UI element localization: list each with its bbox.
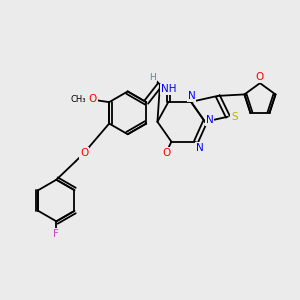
Text: O: O	[80, 148, 88, 158]
Text: H: H	[149, 73, 156, 82]
Text: O: O	[162, 148, 170, 158]
Text: O: O	[256, 72, 264, 82]
Text: N: N	[188, 91, 196, 101]
Text: F: F	[53, 229, 59, 239]
Text: N: N	[206, 115, 213, 125]
Text: N: N	[196, 142, 203, 153]
Text: CH₃: CH₃	[70, 95, 86, 104]
Text: NH: NH	[161, 84, 176, 94]
Text: S: S	[231, 112, 238, 122]
Text: O: O	[89, 94, 97, 104]
